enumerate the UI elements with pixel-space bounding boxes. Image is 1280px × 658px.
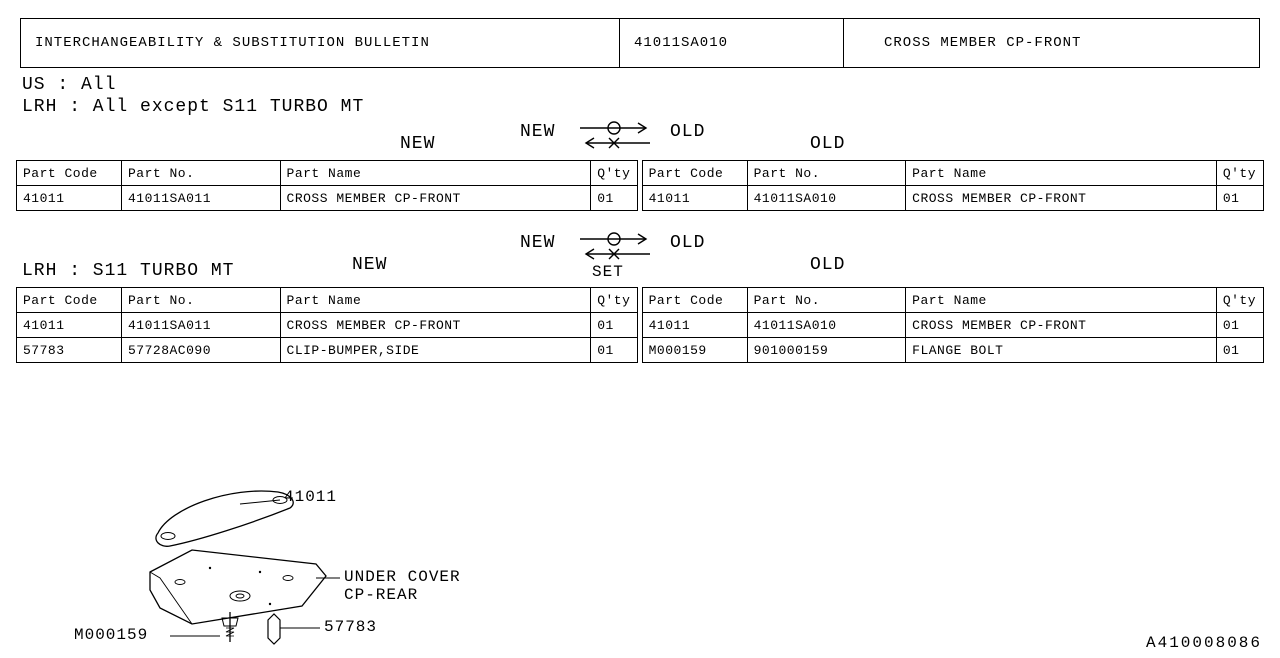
parts-diagram: 41011 UNDER COVER CP-REAR M000159 57783 <box>120 478 480 648</box>
th-no: Part No. <box>747 288 906 313</box>
th-code: Part Code <box>17 161 122 186</box>
drawing-number: A410008086 <box>1146 634 1262 652</box>
section2-new-label: NEW <box>520 233 555 253</box>
th-code: Part Code <box>642 288 747 313</box>
interchange-symbol-1 <box>576 118 656 152</box>
cell-code: 41011 <box>642 186 747 211</box>
cell-name: CROSS MEMBER CP-FRONT <box>280 186 591 211</box>
table-row: 41011 41011SA011 CROSS MEMBER CP-FRONT 0… <box>17 186 1264 211</box>
th-no: Part No. <box>747 161 906 186</box>
cell-name: CLIP-BUMPER,SIDE <box>280 338 591 363</box>
parts-table-1: Part Code Part No. Part Name Q'ty Part C… <box>16 160 1264 211</box>
cell-name: CROSS MEMBER CP-FRONT <box>906 186 1217 211</box>
section2-label-row: LRH : S11 TURBO MT NEW NEW SET OLD OLD <box>0 229 1280 287</box>
applicability-us: US : All <box>22 74 1280 96</box>
th-name: Part Name <box>906 161 1217 186</box>
th-qty: Q'ty <box>591 161 638 186</box>
cell-no: 57728AC090 <box>121 338 280 363</box>
table-header-row: Part Code Part No. Part Name Q'ty Part C… <box>17 161 1264 186</box>
section2-set-label: SET <box>592 263 624 281</box>
cell-no: 41011SA011 <box>121 313 280 338</box>
cell-name: CROSS MEMBER CP-FRONT <box>280 313 591 338</box>
cell-code: 41011 <box>17 313 122 338</box>
cell-no: 41011SA011 <box>121 186 280 211</box>
callout-clip: 57783 <box>324 618 377 636</box>
th-qty: Q'ty <box>1216 288 1263 313</box>
cell-qty: 01 <box>1216 186 1263 211</box>
callout-bolt: M000159 <box>74 626 148 644</box>
cell-no: 41011SA010 <box>747 313 906 338</box>
th-code: Part Code <box>642 161 747 186</box>
section2-new-label-below: NEW <box>352 255 387 275</box>
cell-qty: 01 <box>591 313 638 338</box>
section1-old-label-below: OLD <box>810 134 845 154</box>
interchange-symbol-2 <box>576 229 656 263</box>
th-name: Part Name <box>280 161 591 186</box>
cell-code: 57783 <box>17 338 122 363</box>
cell-qty: 01 <box>591 338 638 363</box>
applicability-block: US : All LRH : All except S11 TURBO MT <box>22 74 1280 118</box>
section1-old-label: OLD <box>670 122 705 142</box>
cell-no: 41011SA010 <box>747 186 906 211</box>
th-no: Part No. <box>121 288 280 313</box>
cell-code: 41011 <box>642 313 747 338</box>
th-code: Part Code <box>17 288 122 313</box>
cell-qty: 01 <box>1216 338 1263 363</box>
bulletin-part-name: CROSS MEMBER CP-FRONT <box>844 19 1259 67</box>
th-name: Part Name <box>280 288 591 313</box>
cell-code: M000159 <box>642 338 747 363</box>
table-header-row: Part Code Part No. Part Name Q'ty Part C… <box>17 288 1264 313</box>
th-qty: Q'ty <box>1216 161 1263 186</box>
cell-name: FLANGE BOLT <box>906 338 1217 363</box>
section1-new-label: NEW <box>520 122 555 142</box>
callout-41011: 41011 <box>284 488 337 506</box>
callout-under-cover: UNDER COVER CP-REAR <box>344 568 480 604</box>
cell-code: 41011 <box>17 186 122 211</box>
cell-name: CROSS MEMBER CP-FRONT <box>906 313 1217 338</box>
table-row: 57783 57728AC090 CLIP-BUMPER,SIDE 01 M00… <box>17 338 1264 363</box>
cell-no: 901000159 <box>747 338 906 363</box>
table-row: 41011 41011SA011 CROSS MEMBER CP-FRONT 0… <box>17 313 1264 338</box>
section1-label-row: NEW NEW OLD OLD <box>0 120 1280 160</box>
parts-table-2: Part Code Part No. Part Name Q'ty Part C… <box>16 287 1264 363</box>
bulletin-title: INTERCHANGEABILITY & SUBSTITUTION BULLET… <box>21 19 620 67</box>
applicability-lrh1: LRH : All except S11 TURBO MT <box>22 96 1280 118</box>
bulletin-header: INTERCHANGEABILITY & SUBSTITUTION BULLET… <box>20 18 1260 68</box>
section1-new-label-below: NEW <box>400 134 435 154</box>
th-name: Part Name <box>906 288 1217 313</box>
section2-old-label: OLD <box>670 233 705 253</box>
th-qty: Q'ty <box>591 288 638 313</box>
applicability-lrh2: LRH : S11 TURBO MT <box>22 251 234 291</box>
bulletin-part-number: 41011SA010 <box>620 19 844 67</box>
section2-old-label-below: OLD <box>810 255 845 275</box>
th-no: Part No. <box>121 161 280 186</box>
cell-qty: 01 <box>591 186 638 211</box>
cell-qty: 01 <box>1216 313 1263 338</box>
